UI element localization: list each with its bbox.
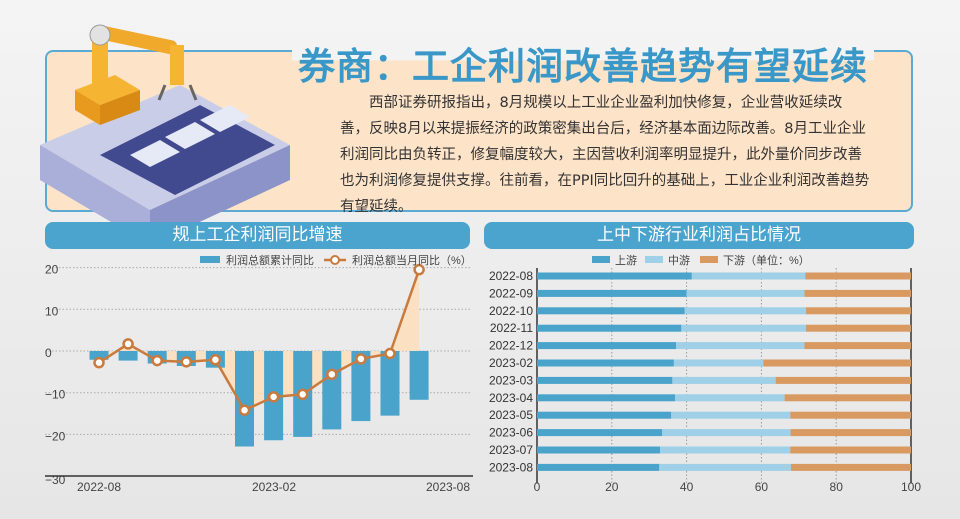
x-tick-label: 40	[680, 480, 694, 494]
legend-line-marker	[330, 255, 340, 265]
bar-downstream-2022-12	[804, 342, 911, 350]
legend-bar-swatch	[200, 256, 220, 263]
bar-downstream-2023-04	[784, 394, 911, 402]
y-tick-label: 2023-05	[489, 408, 533, 422]
bar-cumulative-2022-08	[89, 351, 109, 360]
x-tick-label: 100	[901, 480, 921, 494]
x-tick-label: 20	[605, 480, 619, 494]
bar-cumulative-2023-02	[235, 351, 254, 447]
bar-midstream-2023-07	[660, 446, 791, 454]
point-monthly-2022-09	[122, 338, 134, 350]
y-tick-label: −20	[45, 429, 66, 443]
bar-upstream-2022-09	[537, 289, 687, 297]
right-chart-title: 上中下游行业利润占比情况	[484, 222, 914, 249]
bar-downstream-2023-02	[763, 359, 911, 367]
bar-upstream-2023-07	[537, 446, 661, 454]
bar-midstream-2022-09	[686, 289, 805, 297]
y-tick-label: −10	[45, 388, 66, 402]
point-monthly-2022-08	[93, 356, 105, 369]
bar-midstream-2022-12	[676, 342, 805, 350]
legend-swatch	[592, 256, 610, 263]
summary-paragraph: 西部证券研报指出，8月规模以上工业企业盈利加快修复，企业营收延续改善，反映8月以…	[340, 95, 870, 215]
robot-arm-illustration	[40, 24, 290, 245]
bar-upstream-2023-04	[537, 394, 676, 402]
y-tick-label: 2023-03	[489, 373, 533, 387]
bar-downstream-2022-10	[805, 307, 911, 315]
bar-cumulative-2023-08	[409, 351, 429, 400]
bar-midstream-2022-08	[691, 272, 806, 280]
legend-line-label: 利润总额当月同比（%）	[352, 253, 472, 267]
bar-downstream-2023-08	[790, 463, 911, 471]
bar-upstream-2023-02	[537, 359, 674, 367]
point-monthly-2022-10	[151, 354, 163, 367]
bar-downstream-2023-06	[790, 429, 911, 437]
point-monthly-2023-02	[238, 404, 251, 416]
bar-upstream-2023-06	[537, 429, 663, 437]
y-tick-label: 2023-04	[489, 391, 533, 405]
point-monthly-2023-07	[384, 347, 396, 360]
bar-midstream-2023-06	[662, 429, 791, 437]
bar-cumulative-2023-05	[322, 351, 342, 430]
bar-upstream-2022-08	[537, 272, 692, 280]
bar-downstream-2022-09	[804, 289, 911, 297]
line-area-fill	[99, 269, 420, 411]
point-monthly-2022-11	[180, 356, 193, 368]
bar-downstream-2022-11	[805, 324, 911, 332]
bar-midstream-2022-10	[684, 307, 806, 315]
point-monthly-2023-03	[267, 391, 280, 403]
bar-midstream-2022-11	[681, 324, 806, 332]
y-tick-label: 2023-07	[489, 443, 533, 457]
point-monthly-2022-12	[209, 354, 222, 366]
point-monthly-2023-04	[296, 388, 309, 401]
bar-cumulative-2023-07	[380, 351, 400, 416]
y-tick-label: 2022-09	[489, 286, 533, 300]
bar-downstream-2023-07	[790, 446, 911, 454]
left-chart-title: 规上工企利润同比增速	[45, 222, 470, 249]
bar-upstream-2022-11	[537, 324, 682, 332]
y-tick-label: 2023-06	[489, 426, 533, 440]
y-tick-label: 2022-10	[489, 304, 533, 318]
bar-upstream-2023-05	[537, 411, 672, 419]
legend-label: 上游	[615, 254, 637, 267]
x-tick-label: 60	[755, 480, 769, 494]
y-tick-label: 2023-02	[489, 356, 533, 370]
bar-cumulative-2022-09	[118, 351, 138, 361]
bar-midstream-2023-04	[675, 394, 785, 402]
x-tick-label: 2023-08	[426, 480, 470, 494]
y-tick-label: 0	[45, 346, 52, 360]
bar-upstream-2023-03	[537, 376, 673, 384]
bar-cumulative-2023-06	[351, 351, 371, 422]
bar-midstream-2023-08	[659, 463, 791, 471]
bar-midstream-2023-05	[671, 411, 791, 419]
x-tick-label: 80	[830, 480, 844, 494]
x-tick-label: 0	[534, 480, 541, 494]
point-monthly-2023-06	[355, 353, 367, 365]
bar-upstream-2022-10	[537, 307, 685, 315]
y-tick-label: 20	[45, 263, 59, 277]
page-title: 券商：工企利润改善趋势有望延续	[292, 36, 874, 90]
y-tick-label: 2023-08	[489, 460, 533, 474]
x-tick-label: 2022-08	[77, 480, 121, 494]
legend-label: 中游	[668, 254, 690, 267]
bar-midstream-2023-02	[673, 359, 764, 367]
y-tick-label: 2022-12	[489, 339, 533, 353]
point-monthly-2023-05	[326, 368, 338, 381]
legend-label: 下游（单位：%）	[723, 253, 810, 267]
y-tick-label: 2022-08	[489, 269, 533, 283]
legend-bar-label: 利润总额累计同比	[226, 253, 314, 267]
y-tick-label: −30	[45, 473, 66, 487]
point-monthly-2023-08	[413, 263, 425, 276]
bar-downstream-2023-05	[790, 411, 911, 419]
bar-upstream-2023-08	[537, 463, 660, 471]
legend-swatch	[645, 256, 663, 263]
bar-downstream-2022-08	[805, 272, 911, 280]
bar-midstream-2023-03	[672, 376, 776, 384]
y-tick-label: 2022-11	[490, 321, 533, 335]
x-tick-label: 2023-02	[252, 480, 296, 494]
y-tick-label: 10	[45, 304, 59, 318]
bar-downstream-2023-03	[775, 376, 911, 384]
legend-swatch	[700, 256, 718, 263]
bar-upstream-2022-12	[537, 342, 677, 350]
